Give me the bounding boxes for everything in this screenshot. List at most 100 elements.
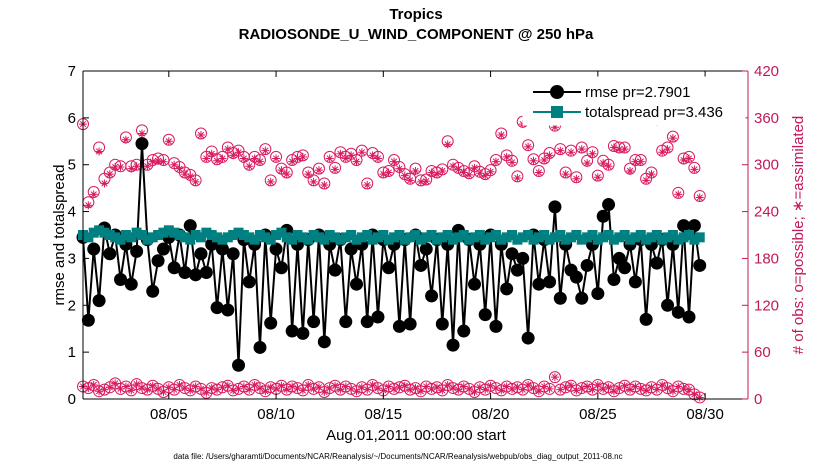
obs-low-assimilated-marker	[298, 386, 307, 395]
y2-axis-label: # of obs: o=possible; ∗=assimilated	[790, 116, 807, 355]
spread-point	[233, 227, 244, 238]
obs-low-assimilated-marker	[336, 385, 345, 394]
obs-assimilated-marker	[486, 167, 495, 176]
obs-low-assimilated-marker	[583, 382, 592, 391]
obs-low-assimilated-marker	[513, 383, 522, 392]
spread-point	[458, 230, 469, 240]
legend-rmse-label: rmse pr=2.7901	[585, 84, 690, 101]
obs-assimilated-marker	[577, 145, 586, 154]
spread-point	[308, 230, 319, 240]
obs-assimilated-marker	[609, 143, 618, 152]
rmse-point	[189, 268, 203, 282]
obs-low-assimilated-marker	[449, 384, 458, 393]
rmse-point	[130, 244, 144, 258]
obs-assimilated-marker	[497, 131, 506, 140]
obs-low-assimilated-marker	[164, 383, 173, 392]
obs-assimilated-marker	[325, 154, 334, 163]
obs-assimilated-marker	[631, 157, 640, 166]
spread-point	[399, 234, 410, 245]
obs-assimilated-marker	[411, 166, 420, 175]
y2-tick-label: 0	[754, 391, 762, 408]
rmse-point	[339, 315, 353, 329]
obs-low-assimilated-marker	[540, 382, 549, 391]
rmse-point	[226, 247, 240, 261]
obs-assimilated-marker	[422, 177, 431, 186]
obs-low-assimilated-marker	[599, 384, 608, 393]
spread-point	[115, 234, 126, 245]
spread-point	[533, 232, 544, 243]
obs-low-assimilated-marker	[556, 385, 565, 394]
x-tick-label: 08/20	[472, 406, 510, 423]
obs-low-assimilated-marker	[674, 382, 683, 391]
y2-tick-label: 120	[754, 297, 779, 314]
obs-assimilated-marker	[513, 173, 522, 182]
obs-low-assimilated-marker	[154, 384, 163, 393]
obs-assimilated-marker	[572, 174, 581, 183]
spread-point	[415, 234, 426, 245]
obs-assimilated-marker	[202, 154, 211, 163]
obs-assimilated-marker	[465, 170, 474, 179]
obs-assimilated-marker	[121, 135, 130, 144]
spread-point	[619, 230, 630, 240]
rmse-point	[618, 261, 632, 275]
obs-assimilated-marker	[314, 166, 323, 175]
rmse-point	[253, 340, 267, 354]
obs-assimilated-marker	[561, 170, 570, 179]
y2-tick-label: 300	[754, 157, 779, 174]
obs-low-assimilated-marker	[379, 386, 388, 395]
obs-low-assimilated-marker	[567, 381, 576, 390]
obs-assimilated-marker	[320, 181, 329, 190]
obs-low-assimilated-marker	[100, 385, 109, 394]
y2-tick-label: 180	[754, 250, 779, 267]
obs-assimilated-marker	[341, 154, 350, 163]
spread-point	[646, 232, 657, 243]
obs-assimilated-marker	[309, 177, 318, 186]
spread-point	[104, 230, 115, 240]
obs-low-assimilated-marker	[320, 387, 329, 396]
obs-assimilated-marker	[502, 152, 511, 161]
legend-rmse-marker	[550, 85, 564, 99]
spread-point	[190, 230, 201, 240]
spread-point	[222, 232, 233, 243]
rmse-point	[221, 303, 235, 317]
obs-low-assimilated-marker	[288, 382, 297, 391]
obs-low-assimilated-marker	[304, 380, 313, 389]
obs-low-assimilated-marker	[272, 384, 281, 393]
obs-assimilated-marker	[470, 163, 479, 172]
rmse-point	[425, 289, 439, 303]
spread-point	[517, 232, 528, 243]
obs-assimilated-marker	[170, 160, 179, 169]
obs-assimilated-marker	[438, 166, 447, 175]
obs-assimilated-marker	[100, 179, 109, 188]
obs-low-assimilated-marker	[668, 387, 677, 396]
obs-low-assimilated-marker	[250, 380, 259, 389]
spread-point	[292, 230, 303, 240]
spread-point	[383, 234, 394, 245]
rmse-point	[87, 242, 101, 256]
rmse-line	[82, 143, 701, 366]
spread-point	[448, 234, 459, 245]
x-tick-label: 08/05	[150, 406, 188, 423]
obs-low-assimilated-marker	[314, 383, 323, 392]
spread-point	[667, 230, 678, 240]
obs-assimilated-marker	[363, 181, 372, 190]
obs-assimilated-marker	[175, 164, 184, 173]
spread-point	[94, 225, 105, 236]
obs-low-assimilated-marker	[658, 380, 667, 389]
obs-low-assimilated-marker	[593, 380, 602, 389]
spread-point	[608, 234, 619, 245]
obs-assimilated-marker	[593, 173, 602, 182]
spread-point	[179, 232, 190, 243]
obs-low-assimilated-marker	[486, 381, 495, 390]
obs-assimilated-marker	[524, 142, 533, 151]
obs-assimilated-marker	[272, 154, 281, 163]
rmse-point	[639, 312, 653, 326]
obs-assimilated-marker	[255, 157, 264, 166]
obs-assimilated-marker	[668, 134, 677, 143]
obs-assimilated-marker	[105, 170, 114, 179]
obs-assimilated-marker	[347, 151, 356, 160]
spread-point	[83, 232, 94, 243]
spread-point	[571, 230, 582, 240]
spread-point	[206, 230, 217, 240]
rmse-point	[285, 324, 299, 338]
